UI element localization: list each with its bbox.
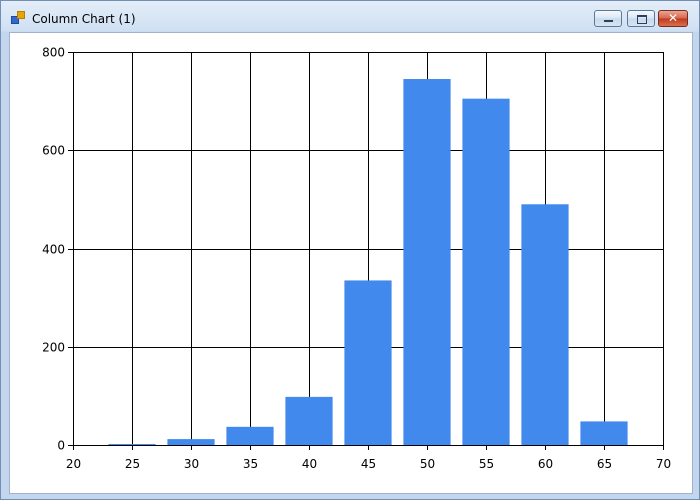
x-tick-label: 55 <box>479 457 494 471</box>
bar-35[interactable] <box>226 426 274 445</box>
x-tick-label: 40 <box>302 457 317 471</box>
bar-60[interactable] <box>521 204 569 445</box>
x-tick-label: 50 <box>420 457 435 471</box>
bar-45[interactable] <box>344 280 392 445</box>
x-tick-label: 70 <box>656 457 671 471</box>
x-tick-label: 45 <box>361 457 376 471</box>
x-tick-label: 30 <box>184 457 199 471</box>
chart-app-icon <box>11 11 25 24</box>
x-tick-label: 65 <box>597 457 612 471</box>
bar-40[interactable] <box>285 396 333 445</box>
bar-65[interactable] <box>580 421 628 445</box>
close-icon: ✕ <box>667 11 679 25</box>
column-chart: 20 25 30 35 40 45 50 55 60 65 70 0 200 400 600 800 <box>42 46 671 472</box>
x-tick-label: 60 <box>538 457 553 471</box>
y-tick-label: 600 <box>42 144 65 158</box>
maximize-button[interactable] <box>627 10 655 27</box>
window-title: Column Chart (1) <box>32 12 136 26</box>
x-tick-label: 20 <box>66 457 81 471</box>
y-tick-label: 400 <box>42 243 65 257</box>
close-button[interactable]: ✕ <box>658 10 688 27</box>
x-tick-label: 25 <box>125 457 140 471</box>
y-tick-label: 800 <box>42 46 65 60</box>
minimize-icon <box>604 20 613 22</box>
y-tick-label: 200 <box>42 341 65 355</box>
y-tick-label: 0 <box>57 439 65 453</box>
bar-50[interactable] <box>403 79 451 446</box>
x-tick-label: 35 <box>243 457 258 471</box>
minimize-button[interactable] <box>594 10 622 27</box>
chart-area: 20 25 30 35 40 45 50 55 60 65 70 0 200 400 600 800 <box>9 32 693 494</box>
maximize-icon <box>637 15 647 24</box>
title-bar[interactable]: Column Chart (1) ✕ <box>1 1 699 33</box>
bar-30[interactable] <box>167 439 215 445</box>
bar-25[interactable] <box>108 444 156 446</box>
plot-border <box>73 52 664 446</box>
bar-55[interactable] <box>462 98 510 445</box>
